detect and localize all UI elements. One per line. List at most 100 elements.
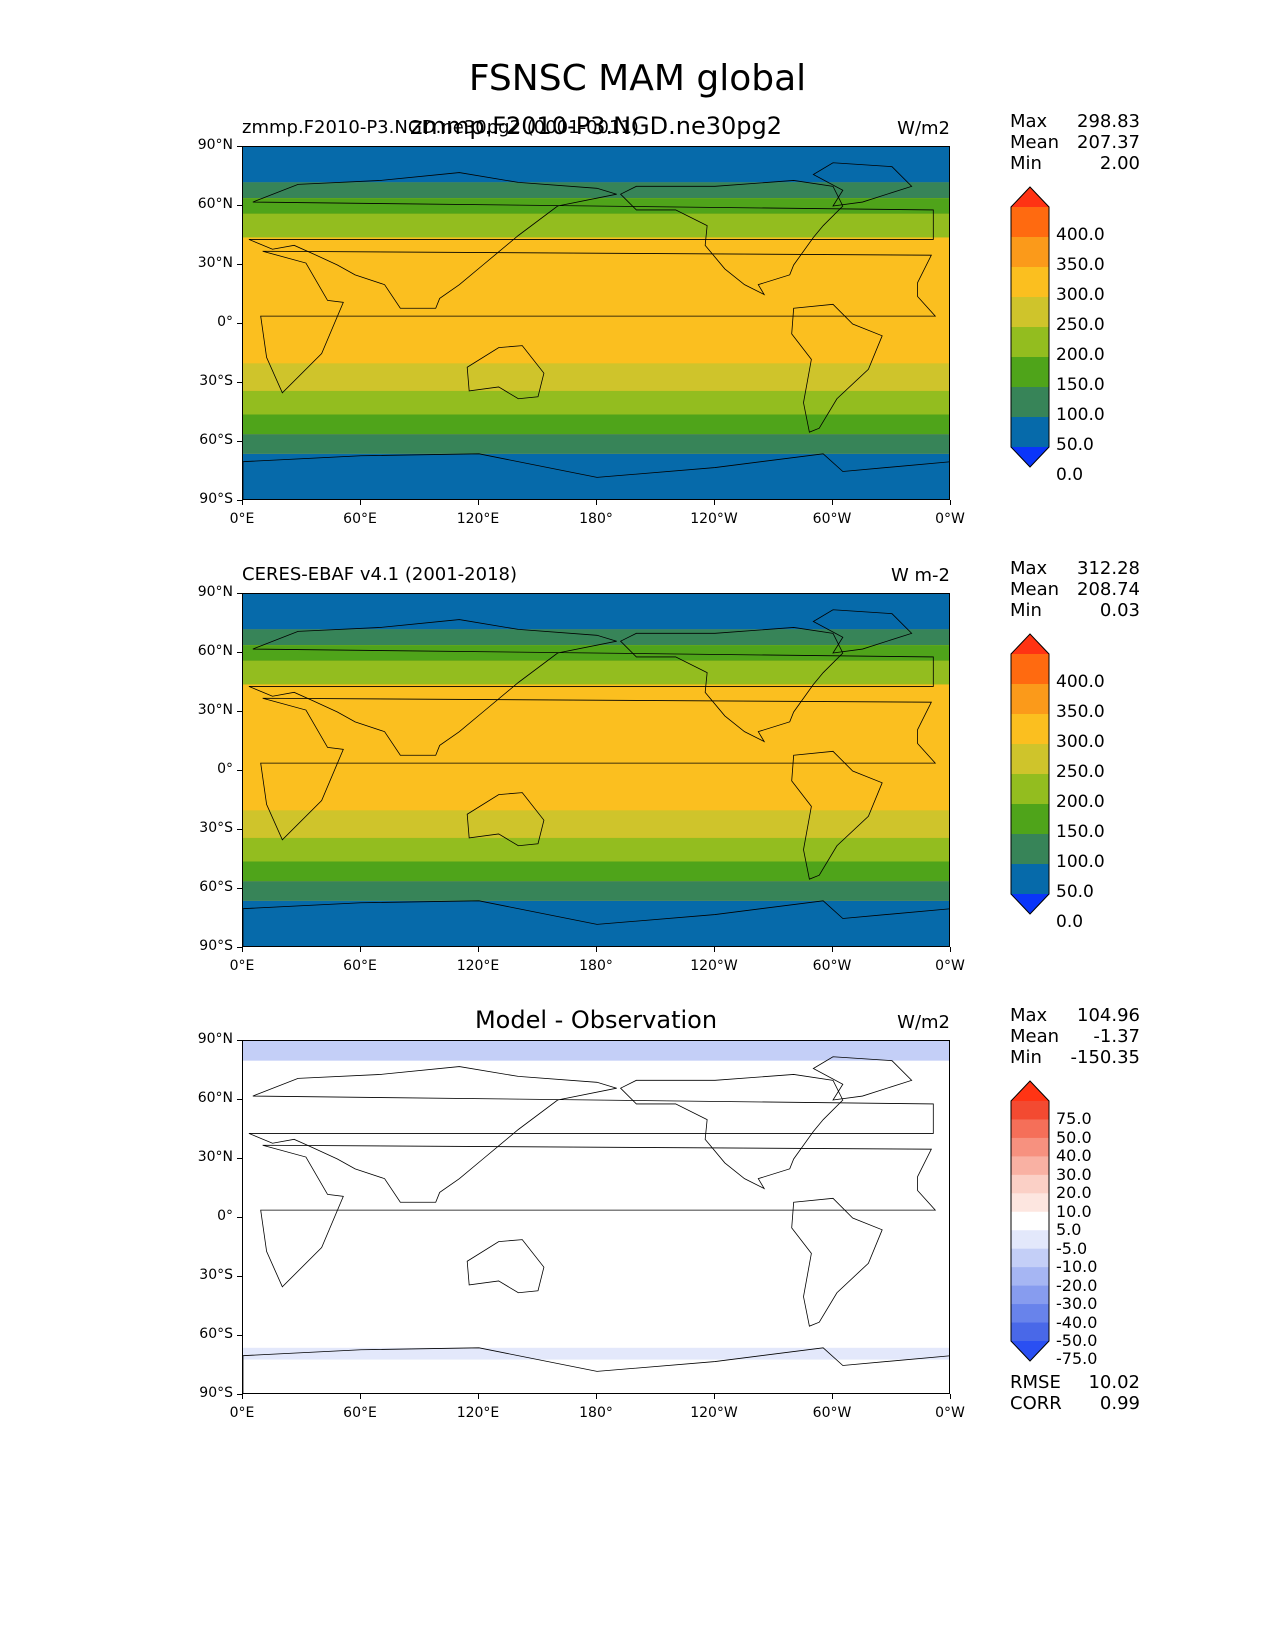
x-tick-label: 180° — [579, 511, 613, 527]
colorbar-label: 250.0 — [1056, 762, 1105, 782]
colorbar-segment — [1011, 1322, 1049, 1342]
colorbar-label: 250.0 — [1056, 315, 1105, 335]
colorbar-label: 150.0 — [1056, 822, 1105, 842]
panel-title-center: zmmp.F2010-P3.NGD.ne30pg2 — [409, 112, 783, 140]
x-tick-label: 0°E — [229, 1405, 255, 1421]
europe-asia-outline — [248, 1066, 934, 1203]
y-tick-mark — [237, 1099, 242, 1100]
y-tick-label: 0° — [217, 314, 233, 330]
australia-outline — [466, 345, 545, 400]
stat-min: Min -150.35 — [1010, 1047, 1140, 1069]
x-tick-label: 60°W — [812, 1405, 852, 1421]
zonal-band — [243, 390, 949, 415]
stat-value: -1.37 — [1093, 1026, 1140, 1047]
colorbar-segment — [1011, 804, 1049, 835]
x-tick-mark — [832, 500, 833, 505]
panel-title-center: Model - Observation — [474, 1006, 718, 1034]
colorbar-segment — [1011, 207, 1049, 238]
x-tick-mark — [832, 947, 833, 952]
stat-value: 208.74 — [1077, 579, 1140, 600]
y-tick-label: 90°N — [197, 584, 233, 600]
colorbar-outline — [1010, 186, 1050, 468]
y-tick-mark — [237, 947, 242, 948]
colorbar-label: 0.0 — [1056, 465, 1084, 485]
greenland-outline — [812, 162, 913, 207]
panel-units: W/m2 — [897, 1012, 950, 1033]
y-tick-mark — [237, 829, 242, 830]
colorbar-label: 350.0 — [1056, 702, 1105, 722]
colorbar-segment — [1011, 237, 1049, 268]
x-tick-label: 120°E — [456, 511, 500, 527]
x-tick-mark — [714, 500, 715, 505]
colorbar-label: -10.0 — [1056, 1257, 1098, 1277]
north-america-outline — [619, 1074, 844, 1190]
panel-title-left: zmmp.F2010-P3.NGD.ne30pg2 (0001-0011) — [242, 117, 639, 138]
x-tick-mark — [950, 1394, 951, 1399]
y-tick-mark — [237, 1158, 242, 1159]
x-tick-label: 0°E — [229, 511, 255, 527]
x-tick-mark — [596, 500, 597, 505]
colorbar-segment — [1011, 1101, 1049, 1120]
x-tick-mark — [950, 500, 951, 505]
colorbar-segment — [1011, 1304, 1049, 1324]
colorbar-label: 200.0 — [1056, 792, 1105, 812]
stat-mean: Mean -1.37 — [1010, 1026, 1140, 1048]
y-tick-label: 90°N — [197, 137, 233, 153]
y-tick-label: 30°N — [197, 255, 233, 271]
map-background — [243, 1041, 949, 1393]
y-tick-mark — [237, 1040, 242, 1041]
stat-value: 0.03 — [1099, 600, 1140, 621]
colorbar-label: -20.0 — [1056, 1275, 1098, 1295]
stat-label: Mean — [1010, 132, 1060, 153]
zonal-band — [243, 684, 949, 811]
colorbar-segment — [1011, 684, 1049, 715]
y-tick-label: 30°S — [199, 820, 233, 836]
colorbar-label: 350.0 — [1056, 255, 1105, 275]
africa-outline — [260, 1144, 937, 1288]
panel-units: W/m2 — [897, 118, 950, 139]
y-tick-mark — [237, 382, 242, 383]
colorbar-segment — [1011, 1156, 1049, 1176]
x-tick-mark — [714, 947, 715, 952]
x-tick-label: 0°W — [935, 958, 965, 974]
colorbar-outline — [1010, 633, 1050, 915]
map-observation — [242, 593, 950, 947]
x-tick-label: 60°W — [812, 958, 852, 974]
stat-corr: CORR 0.99 — [1010, 1393, 1140, 1415]
europe-asia-outline — [248, 619, 934, 756]
y-tick-label: 60°N — [197, 1090, 233, 1106]
zonal-band — [243, 147, 949, 183]
colorbar-segment — [1011, 654, 1049, 685]
y-tick-mark — [237, 146, 242, 147]
x-tick-mark — [242, 500, 243, 505]
x-tick-mark — [360, 1394, 361, 1399]
y-tick-mark — [237, 770, 242, 771]
south-america-outline — [791, 750, 883, 880]
stat-label: Max — [1010, 558, 1048, 579]
colorbar-segment — [1011, 774, 1049, 805]
colorbar — [1010, 1080, 1050, 1362]
colorbar-label: -5.0 — [1056, 1238, 1088, 1258]
y-tick-label: 30°N — [197, 1149, 233, 1165]
stat-label: Mean — [1010, 579, 1060, 600]
x-tick-mark — [596, 1394, 597, 1399]
stat-value: 104.96 — [1077, 1005, 1140, 1026]
africa-outline — [260, 697, 937, 841]
stat-mean: Mean 208.74 — [1010, 579, 1140, 601]
zonal-band — [243, 213, 949, 238]
x-tick-mark — [596, 947, 597, 952]
x-tick-label: 180° — [579, 1405, 613, 1421]
zonal-band — [243, 1041, 949, 1061]
antarctica-outline — [243, 453, 949, 499]
zonal-band — [243, 810, 949, 838]
stat-max: Max 298.83 — [1010, 111, 1140, 133]
colorbar-label: 400.0 — [1056, 225, 1105, 245]
stat-value: 298.83 — [1077, 111, 1140, 132]
colorbar-label: -40.0 — [1056, 1312, 1098, 1332]
colorbar-segment — [1011, 864, 1049, 895]
australia-outline — [466, 792, 545, 847]
colorbar-label: 300.0 — [1056, 732, 1105, 752]
zonal-band — [243, 1347, 949, 1360]
stat-value: 312.28 — [1077, 558, 1140, 579]
zonal-band — [243, 660, 949, 685]
